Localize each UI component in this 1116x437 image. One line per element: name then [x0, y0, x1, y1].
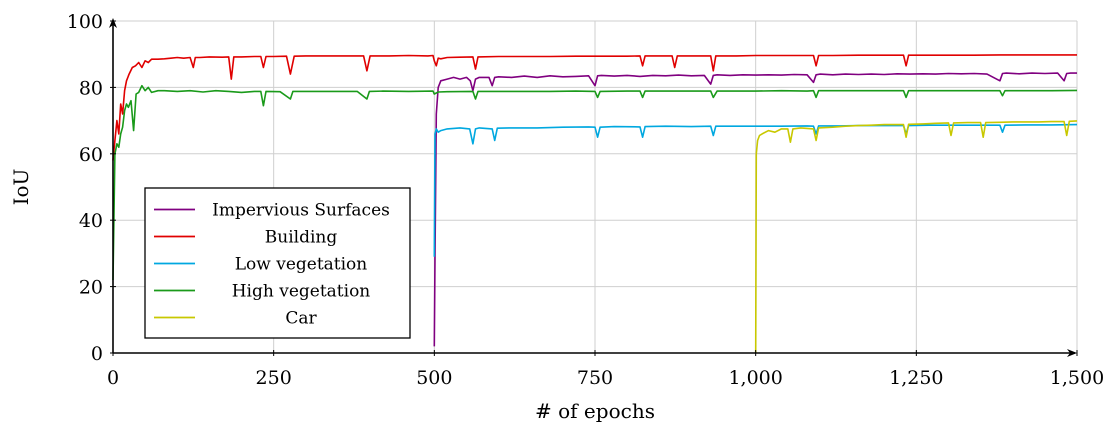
legend-label: Car [285, 309, 317, 329]
series-line-4 [112, 84, 1078, 281]
y-tick-label: 40 [79, 210, 103, 232]
legend: Impervious Surfaces Building Low vegetatio… [144, 187, 411, 339]
x-tick-label: 1,500 [1050, 367, 1104, 389]
y-tick-label: 20 [79, 277, 103, 299]
x-tick-label: 250 [256, 367, 292, 389]
y-tick-label: 80 [79, 77, 103, 99]
series-line-3 [433, 123, 1078, 257]
legend-label: Impervious Surfaces [212, 201, 390, 221]
x-axis-title: # of epochs [535, 399, 655, 423]
x-tick-label: 1,250 [889, 367, 943, 389]
series-lines [112, 54, 1078, 354]
x-tick-labels: 0 250 500 750 1,000 1,250 1,500 [107, 350, 1104, 389]
y-tick-label: 0 [91, 343, 103, 365]
series-line-1 [433, 72, 1077, 347]
y-tick-label: 60 [79, 144, 103, 166]
y-axis-title: IoU [9, 169, 33, 206]
legend-label: Building [265, 228, 338, 248]
series-line-2 [112, 54, 1077, 161]
x-tick-label: 1,000 [728, 367, 782, 389]
y-axis-arrowhead [109, 18, 117, 28]
x-tick-label: 750 [577, 367, 613, 389]
legend-label: Low vegetation [235, 255, 368, 275]
series-line-5 [754, 120, 1078, 354]
legend-label: High vegetation [232, 282, 371, 302]
x-tick-label: 0 [107, 367, 119, 389]
x-tick-label: 500 [416, 367, 452, 389]
x-axis-arrowhead [1067, 349, 1077, 357]
y-tick-labels: 0 20 40 60 80 100 [67, 11, 116, 365]
y-tick-label: 100 [67, 11, 103, 33]
